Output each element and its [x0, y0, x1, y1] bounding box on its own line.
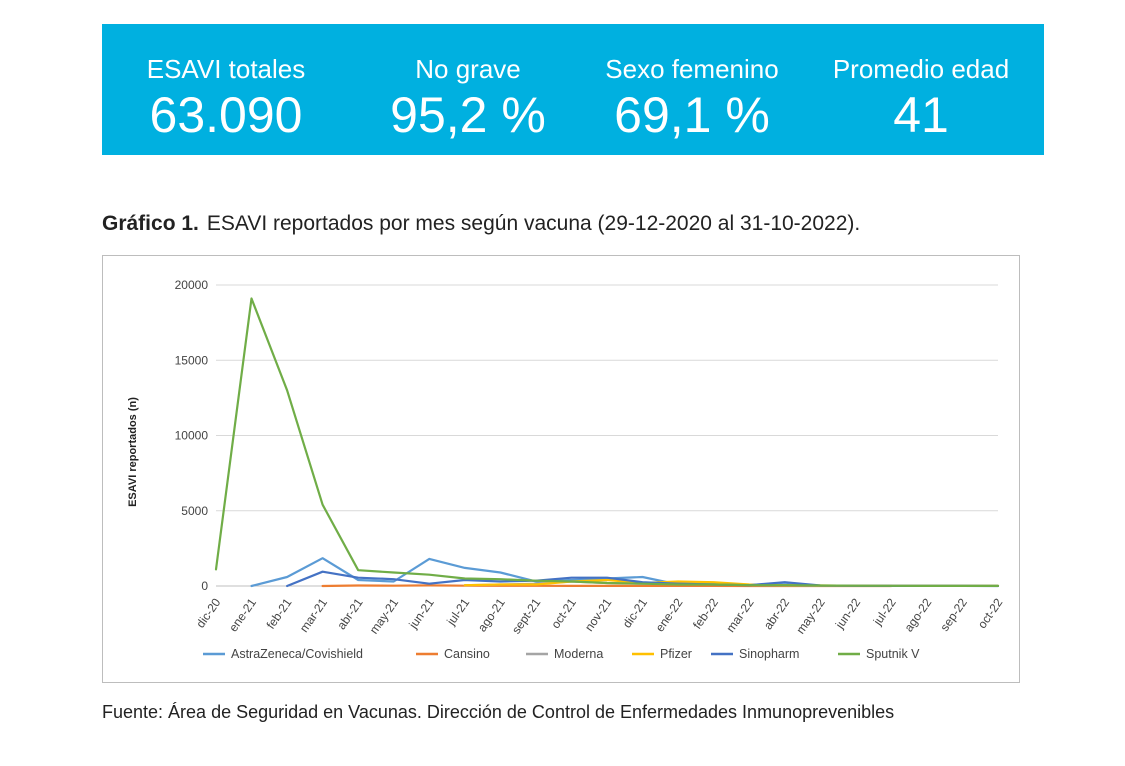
chart-heading-prefix: Gráfico 1.	[102, 212, 199, 235]
kpi-value: 95,2 %	[390, 87, 546, 143]
x-tick-label: ene-21	[226, 595, 259, 634]
y-tick-label: 20000	[175, 278, 209, 292]
y-axis-title: ESAVI reportados (n)	[127, 397, 139, 507]
series-line-sputnik	[214, 297, 1000, 587]
x-tick-label: mar-21	[297, 595, 330, 634]
kpi-promedio-edad: Promedio edad 41	[805, 24, 1037, 155]
x-tick-label: jun-22	[832, 595, 863, 631]
x-tick-label: ago-22	[901, 595, 934, 634]
legend-layer: AstraZeneca/Covishield Cansino Moderna Pfiz…	[203, 647, 920, 661]
legend-label-astrazeneca: AstraZeneca/Covishield	[231, 647, 363, 661]
chart-frame: 0 5000 10000 15000 20000 dic-20 ene-21 feb-21 ma…	[102, 255, 1020, 683]
x-tick-label: feb-22	[690, 595, 721, 631]
x-tick-label: dic-21	[620, 595, 650, 630]
grid-layer	[216, 284, 998, 587]
x-tick-label: mar-22	[723, 595, 756, 634]
kpi-label: Promedio edad	[832, 54, 1010, 84]
legend-label-sputnik: Sputnik V	[866, 647, 920, 661]
kpi-value: 41	[893, 87, 949, 143]
x-tick-label: jul-21	[443, 595, 472, 628]
x-tick-label: may-22	[793, 595, 828, 636]
legend-label-moderna: Moderna	[554, 647, 603, 661]
kpi-label: No grave	[415, 54, 521, 84]
source-note: Fuente: Área de Seguridad en Vacunas. Di…	[102, 702, 895, 722]
y-tick-label: 15000	[175, 353, 209, 367]
kpi-no-grave: No grave 95,2 %	[352, 24, 584, 155]
kpi-label: ESAVI totales	[146, 54, 306, 84]
x-tick-label: ene-22	[653, 595, 686, 634]
y-tick-label: 10000	[175, 429, 209, 443]
x-tick-label: sep-22	[937, 595, 970, 633]
y-tick-label: 5000	[181, 504, 208, 518]
x-tick-label: abr-22	[761, 595, 793, 632]
x-tick-label: may-21	[367, 595, 402, 636]
kpi-sexo-femenino: Sexo femenino 69,1 %	[576, 24, 808, 155]
kpi-banner: ESAVI totales 63.090 No grave 95,2 % Sex…	[102, 24, 1044, 155]
kpi-value: 69,1 %	[614, 87, 770, 143]
x-tick-label: sept-21	[509, 595, 544, 636]
kpi-label: Sexo femenino	[605, 54, 779, 84]
legend-label-cansino: Cansino	[444, 647, 490, 661]
chart-heading: Gráfico 1. ESAVI reportados por mes según…	[102, 212, 860, 236]
x-tick-label: dic-20	[193, 595, 223, 630]
series-layer	[214, 297, 1000, 588]
x-tick-label: ago-21	[475, 595, 508, 634]
kpi-total-esavi: ESAVI totales 63.090	[110, 24, 342, 155]
x-tick-label: nov-21	[582, 595, 615, 633]
legend-label-sinopharm: Sinopharm	[739, 647, 799, 661]
kpi-value: 63.090	[149, 87, 303, 143]
x-tick-label: feb-21	[264, 595, 295, 631]
x-tick-label: oct-21	[548, 595, 579, 631]
x-tick-label: oct-22	[975, 595, 1006, 631]
x-tick-label: abr-21	[334, 595, 366, 632]
x-tick-label: jul-22	[870, 595, 899, 628]
y-tick-label: 0	[201, 579, 208, 593]
legend-label-pfizer: Pfizer	[660, 647, 692, 661]
chart-heading-text: ESAVI reportados por mes según vacuna (2…	[206, 212, 861, 235]
x-tick-label: jun-21	[406, 595, 437, 631]
